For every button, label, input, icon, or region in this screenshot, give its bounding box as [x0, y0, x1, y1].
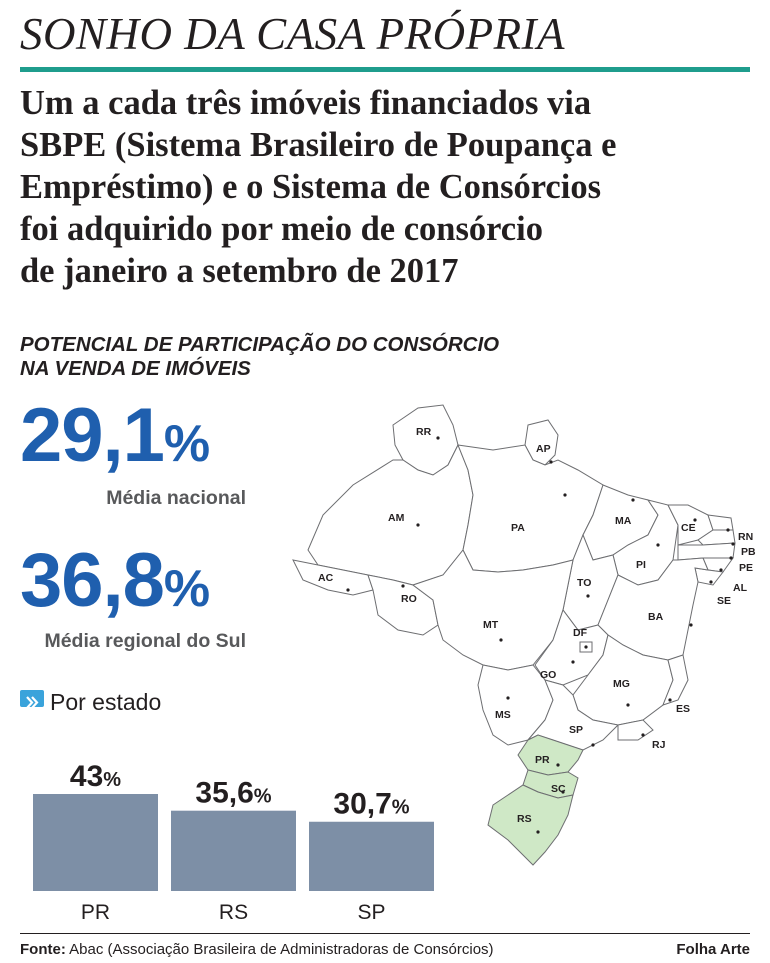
section-title-line: NA VENDA DE IMÓVEIS: [20, 357, 251, 380]
map-label-sc: SC: [551, 783, 566, 795]
map-label-mg: MG: [613, 678, 630, 690]
map-label-al: AL: [733, 582, 748, 594]
map-capital-dot: [401, 584, 405, 588]
map-label-ms: MS: [495, 709, 511, 721]
credit: Folha Arte: [676, 941, 750, 958]
map-label-am: AM: [388, 512, 405, 524]
map-capital-dot: [536, 830, 540, 834]
lead-line: Empréstimo) e o Sistema de Consórcios: [20, 168, 602, 206]
south-average-number: 36,8: [20, 538, 165, 623]
by-state-label: Por estado: [50, 689, 162, 715]
map-capital-dot: [416, 523, 420, 527]
map-capital-dot: [641, 733, 645, 737]
map-capital-dot: [506, 696, 510, 700]
map-capital-dot: [631, 498, 635, 502]
map-capital-dot: [586, 594, 590, 598]
map-capital-dot: [626, 703, 630, 707]
headline-title: SONHO DA CASA PRÓPRIA: [20, 9, 566, 59]
chevron-right-icon: [20, 690, 44, 709]
bar-category-label: PR: [81, 901, 110, 924]
map-label-pb: PB: [741, 546, 756, 558]
map-label-rs: RS: [517, 813, 532, 825]
map-state-pr: [517, 734, 584, 776]
bar-value-label: 30,7%: [333, 788, 409, 821]
map-capital-dot: [709, 580, 713, 584]
lead-text: Um a cada três imóveis financiados via S…: [20, 82, 760, 292]
brazil-states-map: RR AP AM PA MA CE RN PB PE AL SE PI AC R…: [292, 404, 756, 866]
map-capital-dot: [729, 556, 733, 560]
section-title: POTENCIAL DE PARTICIPAÇÃO DO CONSÓRCIO N…: [20, 333, 499, 381]
lead-line: SBPE (Sistema Brasileiro de Poupança e: [20, 126, 617, 164]
bar-rs: [171, 810, 296, 891]
source-label: Fonte:: [20, 941, 66, 958]
south-average-unit: %: [163, 560, 210, 618]
map-capital-dot: [656, 543, 660, 547]
map-label-ac: AC: [318, 572, 334, 584]
map-label-se: SE: [717, 595, 731, 607]
map-capital-dot: [591, 743, 595, 747]
map-label-ba: BA: [648, 611, 664, 623]
bar-pr: [33, 794, 158, 891]
bar-value-label: 35,6%: [195, 777, 271, 810]
map-capital-dot: [499, 638, 503, 642]
map-capital-dot: [731, 542, 735, 546]
map-state-pb: [697, 529, 736, 546]
bar-value-label: 43%: [70, 760, 121, 793]
south-average-label: Média regional do Sul: [44, 630, 246, 652]
south-average-value: 36,8%: [20, 543, 210, 619]
headline-rule: [20, 67, 750, 72]
map-capital-dot: [584, 645, 588, 649]
national-average-value: 29,1%: [20, 398, 210, 474]
section-title-line: POTENCIAL DE PARTICIPAÇÃO DO CONSÓRCIO: [20, 333, 500, 356]
map-state-rn: [707, 514, 734, 531]
map-label-rr: RR: [416, 426, 432, 438]
map-capital-dot: [346, 588, 350, 592]
map-capital-dot: [556, 763, 560, 767]
bar-category-label: SP: [357, 901, 385, 924]
map-state-rs: [487, 784, 574, 866]
lead-line: Um a cada três imóveis financiados via: [20, 84, 592, 122]
map-label-es: ES: [676, 703, 690, 715]
map-capital-dot: [436, 436, 440, 440]
map-label-ce: CE: [681, 522, 696, 534]
bar-category-label: RS: [219, 901, 248, 924]
map-label-df: DF: [573, 627, 588, 639]
footer-rule: [20, 933, 750, 934]
map-label-pe: PE: [739, 562, 753, 574]
map-capital-dot: [689, 623, 693, 627]
map-label-sp: SP: [569, 724, 583, 736]
map-capital-dot: [561, 790, 565, 794]
map-state-ro: [367, 574, 439, 636]
map-label-pi: PI: [636, 559, 646, 571]
map-capital-dot: [719, 568, 723, 572]
map-label-go: GO: [540, 669, 556, 681]
source-note: Fonte: Abac (Associação Brasileira de Ad…: [20, 941, 494, 958]
national-average-label: Média nacional: [106, 487, 246, 509]
national-average-number: 29,1: [20, 393, 165, 478]
map-capital-dot: [726, 528, 730, 532]
map-capital-dot: [668, 698, 672, 702]
map-label-mt: MT: [483, 619, 499, 631]
map-capital-dot: [563, 493, 567, 497]
map-label-ap: AP: [536, 443, 551, 455]
map-label-rj: RJ: [652, 739, 666, 751]
map-state-es: [662, 654, 689, 706]
map-label-pa: PA: [511, 522, 525, 534]
bar-sp: [309, 821, 434, 891]
by-state-heading: Por estado: [20, 689, 161, 716]
state-bar-chart: 43% PR 35,6% RS 30,7% SP: [33, 760, 434, 924]
national-average-unit: %: [163, 415, 210, 473]
map-state-pe: [677, 542, 736, 561]
map-capital-dot: [571, 660, 575, 664]
source-text: Abac (Associação Brasileira de Administr…: [69, 941, 494, 958]
map-label-rn: RN: [738, 531, 753, 543]
map-label-pr: PR: [535, 754, 550, 766]
map-label-ma: MA: [615, 515, 632, 527]
map-capital-dot: [549, 460, 553, 464]
map-label-to: TO: [577, 577, 591, 589]
lead-line: foi adquirido por meio de consórcio: [20, 210, 543, 248]
lead-line: de janeiro a setembro de 2017: [20, 252, 459, 290]
map-label-ro: RO: [401, 593, 417, 605]
map-capital-dot: [693, 518, 697, 522]
